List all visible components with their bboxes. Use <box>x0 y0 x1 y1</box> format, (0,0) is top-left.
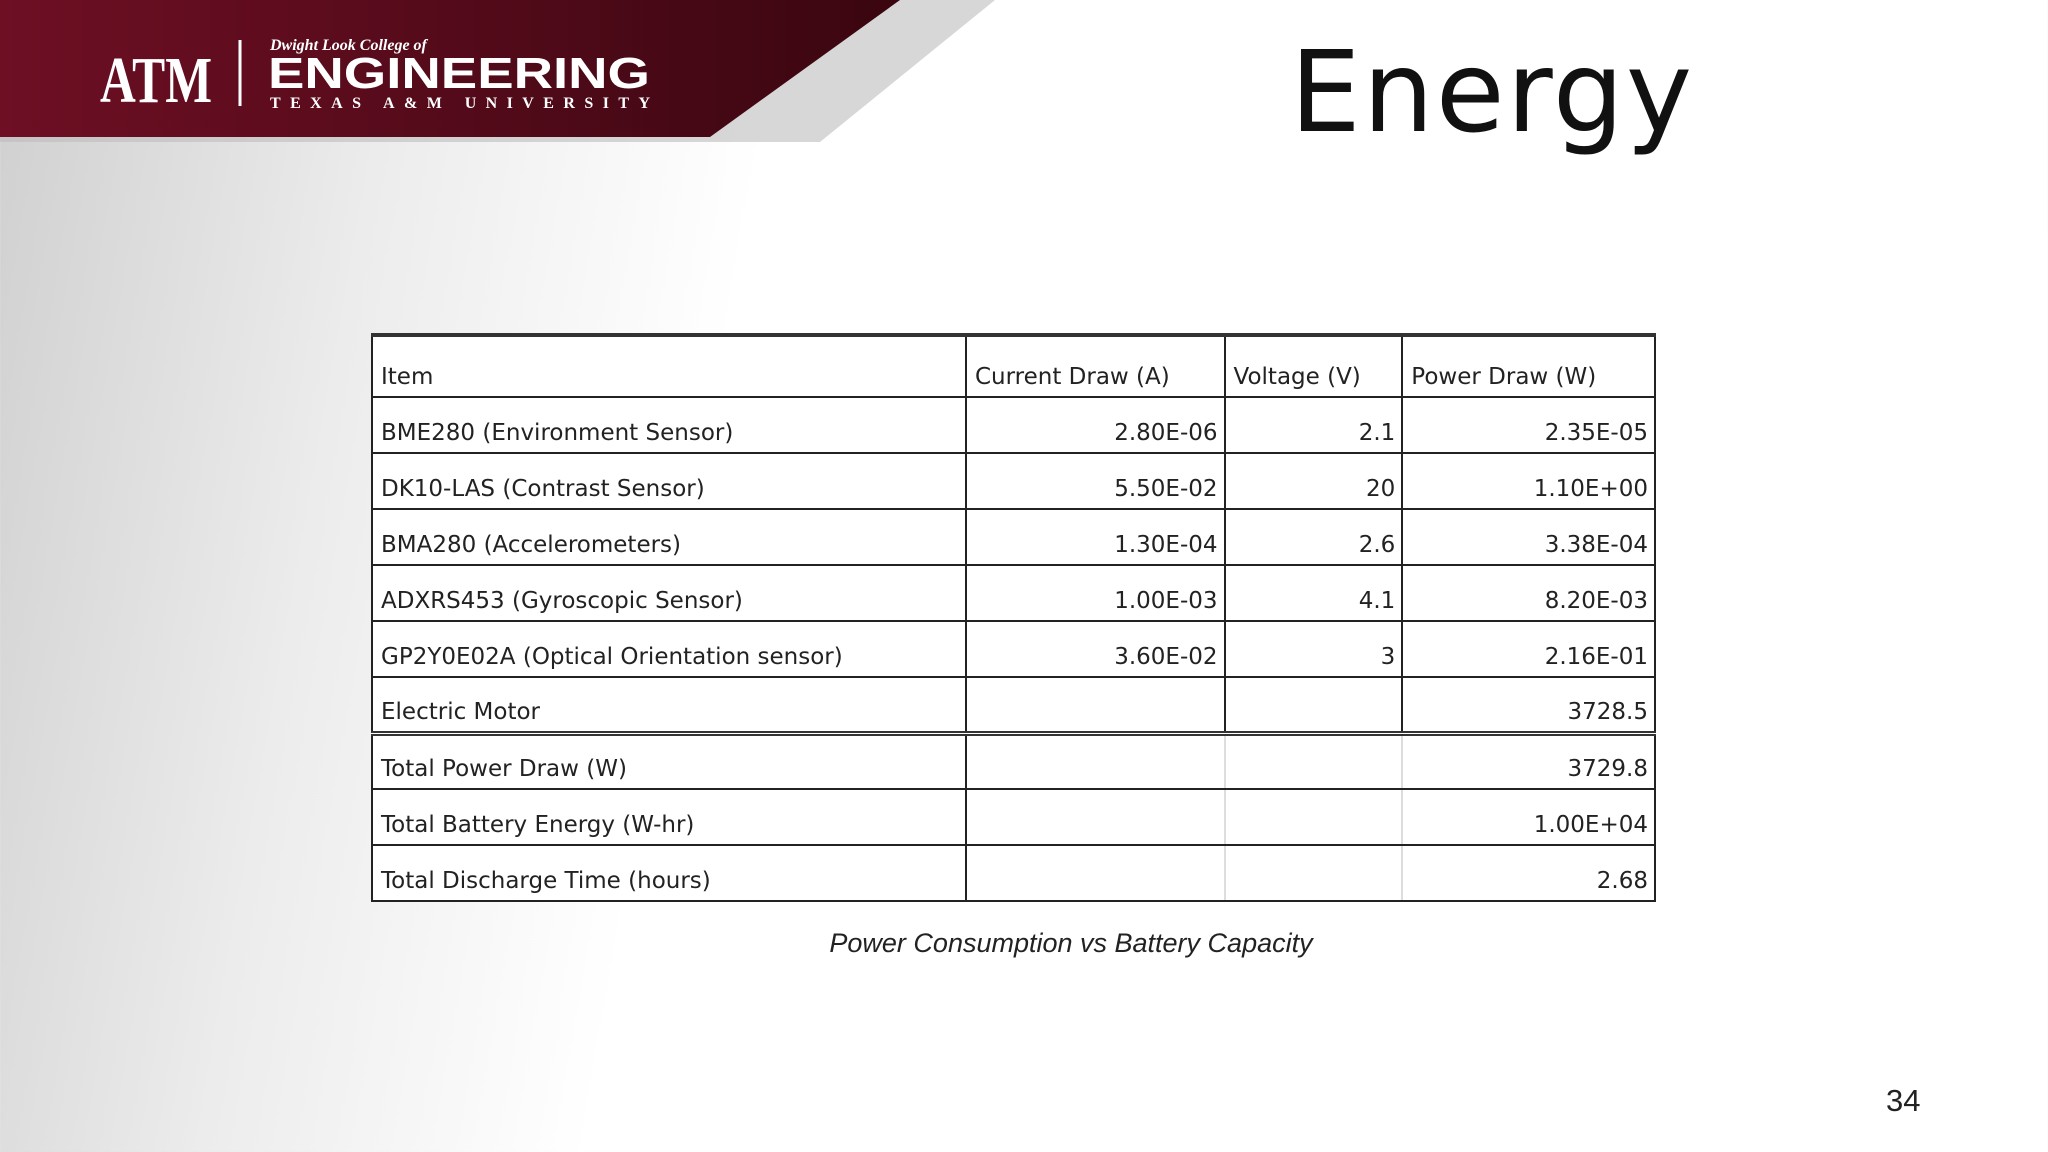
table-row: BMA280 (Accelerometers) 1.30E-04 2.6 3.38E-… <box>371 508 1656 566</box>
table-body: Item Current Draw (A) Voltage (V) Power Dra… <box>371 333 1656 902</box>
table-cell <box>964 844 1226 902</box>
table-cell: 20 <box>1223 452 1404 510</box>
table-cell: 3729.8 <box>1401 732 1656 790</box>
table-cell: Total Battery Energy (W-hr) <box>371 788 967 846</box>
table-row: BME280 (Environment Sensor) 2.80E-06 2.1 2.… <box>371 396 1656 454</box>
school-name: ENGINEERING <box>268 49 650 98</box>
total-row: Total Discharge Time (hours) 2.68 <box>371 844 1656 902</box>
table-cell: Item <box>371 333 967 398</box>
table-cell: Total Power Draw (W) <box>371 732 967 790</box>
table-cell: 4.1 <box>1223 564 1404 622</box>
table-cell: 2.6 <box>1223 508 1404 566</box>
power-table: Item Current Draw (A) Voltage (V) Power Dra… <box>371 333 1656 902</box>
table-row: GP2Y0E02A (Optical Orientation sensor) 3.… <box>371 620 1656 678</box>
table-cell: GP2Y0E02A (Optical Orientation sensor) <box>371 620 967 678</box>
table-cell: 8.20E-03 <box>1401 564 1656 622</box>
table-cell: 3 <box>1223 620 1404 678</box>
table-cell <box>1223 732 1404 790</box>
table-cell <box>964 732 1226 790</box>
table-cell: Voltage (V) <box>1223 333 1404 398</box>
table-cell: 2.80E-06 <box>964 396 1226 454</box>
table-cell: 1.10E+00 <box>1401 452 1656 510</box>
table-cell: 2.1 <box>1223 396 1404 454</box>
table-cell <box>1223 676 1404 736</box>
table-cell: 2.35E-05 <box>1401 396 1656 454</box>
table-cell: Power Draw (W) <box>1401 333 1656 398</box>
table-cell: 3728.5 <box>1401 676 1656 736</box>
table-cell <box>1223 788 1404 846</box>
college-name: Dwight Look College of <box>269 37 429 54</box>
total-row: Total Power Draw (W) 3729.8 <box>371 732 1656 790</box>
table-row: Electric Motor 3728.5 <box>371 676 1656 736</box>
table-cell: 1.00E-03 <box>964 564 1226 622</box>
table-cell: Electric Motor <box>371 676 967 736</box>
table-cell: 3.38E-04 <box>1401 508 1656 566</box>
table-cell <box>1223 844 1404 902</box>
banner-shape <box>0 0 900 137</box>
slide-title: Energy <box>1290 28 1695 158</box>
table-cell: 3.60E-02 <box>964 620 1226 678</box>
table-cell: Current Draw (A) <box>964 333 1226 398</box>
table-cell: 2.68 <box>1401 844 1656 902</box>
table-cell: Total Discharge Time (hours) <box>371 844 967 902</box>
table-cell: BME280 (Environment Sensor) <box>371 396 967 454</box>
table-row: ADXRS453 (Gyroscopic Sensor) 1.00E-03 4.1 8… <box>371 564 1656 622</box>
header-row: Item Current Draw (A) Voltage (V) Power Dra… <box>371 333 1656 398</box>
page-number: 34 <box>1886 1083 1921 1118</box>
table-cell: BMA280 (Accelerometers) <box>371 508 967 566</box>
table-cell: DK10-LAS (Contrast Sensor) <box>371 452 967 510</box>
table-caption: Power Consumption vs Battery Capacity <box>829 928 1313 958</box>
logo: ATM <box>100 44 212 117</box>
table-cell: ADXRS453 (Gyroscopic Sensor) <box>371 564 967 622</box>
table-cell: 1.00E+04 <box>1401 788 1656 846</box>
table-cell <box>964 788 1226 846</box>
table-row: DK10-LAS (Contrast Sensor) 5.50E-02 20 1.10… <box>371 452 1656 510</box>
table-cell <box>964 676 1226 736</box>
table-cell: 2.16E-01 <box>1401 620 1656 678</box>
total-row: Total Battery Energy (W-hr) 1.00E+04 <box>371 788 1656 846</box>
table-cell: 1.30E-04 <box>964 508 1226 566</box>
table-cell: 5.50E-02 <box>964 452 1226 510</box>
header-banner: ATM Dwight Look College of ENGINEERING T… <box>0 0 995 142</box>
